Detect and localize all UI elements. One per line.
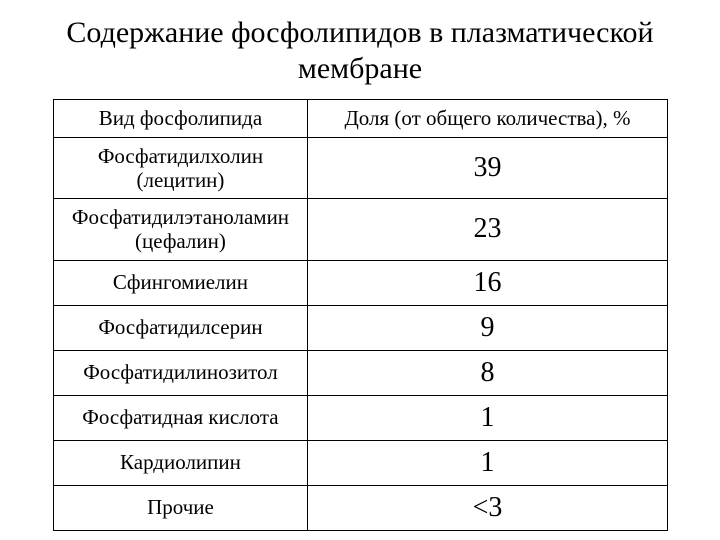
table-row: Прочие <3	[53, 485, 667, 530]
row-value: 1	[308, 440, 667, 485]
row-value: 23	[308, 199, 667, 260]
row-name: Кардиолипин	[53, 440, 308, 485]
row-value: 39	[308, 138, 667, 199]
row-value: 9	[308, 305, 667, 350]
phospholipid-table: Вид фосфолипида Доля (от общего количест…	[53, 99, 668, 531]
row-name: Фосфатидилсерин	[53, 305, 308, 350]
table-row: Фосфатидилэтаноламин (цефалин) 23	[53, 199, 667, 260]
row-value: 8	[308, 350, 667, 395]
row-name: Фосфатидилхолин (лецитин)	[53, 138, 308, 199]
row-name: Фосфатидная кислота	[53, 395, 308, 440]
table-row: Фосфатидилинозитол 8	[53, 350, 667, 395]
table-row: Сфингомиелин 16	[53, 260, 667, 305]
row-name: Сфингомиелин	[53, 260, 308, 305]
table-header-row: Вид фосфолипида Доля (от общего количест…	[53, 100, 667, 138]
table-row: Фосфатидилсерин 9	[53, 305, 667, 350]
header-col-value: Доля (от общего количества), %	[308, 100, 667, 138]
header-col-name: Вид фосфолипида	[53, 100, 308, 138]
row-value: <3	[308, 485, 667, 530]
table-row: Фосфатидная кислота 1	[53, 395, 667, 440]
row-name: Прочие	[53, 485, 308, 530]
table-row: Фосфатидилхолин (лецитин) 39	[53, 138, 667, 199]
page-title: Содержание фосфолипидов в плазматической…	[30, 15, 690, 87]
row-name: Фосфатидилэтаноламин (цефалин)	[53, 199, 308, 260]
row-name: Фосфатидилинозитол	[53, 350, 308, 395]
row-value: 1	[308, 395, 667, 440]
row-value: 16	[308, 260, 667, 305]
table-row: Кардиолипин 1	[53, 440, 667, 485]
